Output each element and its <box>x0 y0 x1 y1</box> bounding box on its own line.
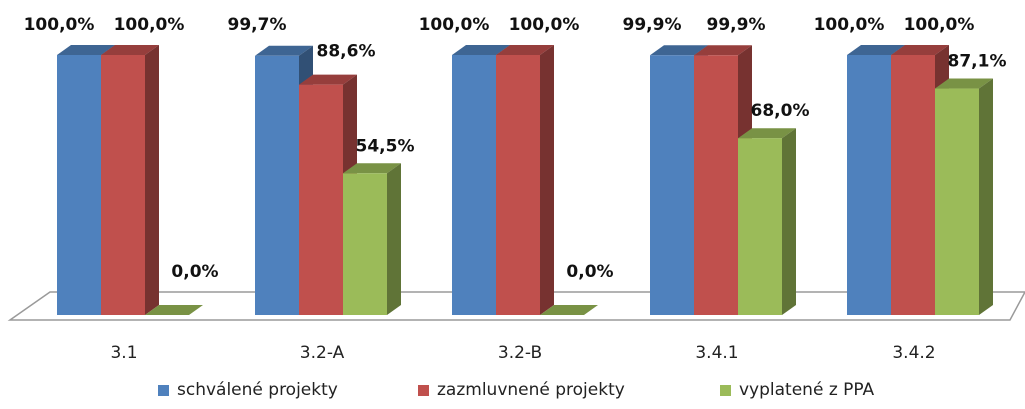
bar-front-face <box>847 55 891 315</box>
bar-top-face <box>255 45 313 56</box>
bar-side-face <box>782 128 796 315</box>
bar-top-face <box>57 45 115 55</box>
bar-side-face <box>979 78 993 315</box>
data-label-3.2-B-1: 100,0% <box>419 15 490 35</box>
legend-label: vyplatené z PPA <box>739 380 875 400</box>
bar-3.4.1-3 <box>738 128 796 315</box>
bar-top-face <box>540 305 598 315</box>
data-label-3.2-B-2: 100,0% <box>509 15 580 35</box>
bar-front-face <box>496 55 540 315</box>
bar-front-face <box>738 138 782 315</box>
legend-swatch <box>720 384 731 396</box>
bar-side-face <box>387 163 401 315</box>
data-label-3.2-B-3: 0,0% <box>566 262 613 282</box>
data-label-3.2-A-2: 88,6% <box>317 42 376 62</box>
bar-top-face <box>650 45 708 56</box>
bar-side-face <box>145 45 159 315</box>
legend-item: schválené projekty <box>158 380 338 400</box>
bar-top-face <box>496 45 554 55</box>
bar-top-face <box>935 78 993 89</box>
data-label-3.4.1-1: 99,9% <box>623 15 682 35</box>
bar-top-face <box>891 45 949 55</box>
x-tick-label: 3.2-B <box>498 343 542 363</box>
bar-top-face <box>738 128 796 139</box>
legend-label: schválené projekty <box>177 380 338 400</box>
data-label-3.1-2: 100,0% <box>114 15 185 35</box>
bar-front-face <box>452 55 496 315</box>
bar-front-face <box>891 55 935 315</box>
bar-front-face <box>299 84 343 315</box>
data-label-3.2-A-1: 99,7% <box>228 15 287 35</box>
bar-top-face <box>299 74 357 85</box>
x-tick-label: 3.4.1 <box>695 343 738 363</box>
bar-3.2-A-3 <box>343 163 401 315</box>
bar-top-face <box>343 163 401 174</box>
x-tick-label: 3.1 <box>110 343 137 363</box>
bar-3.1-2 <box>101 45 159 315</box>
legend: schválené projekty zazmluvnené projekty vy… <box>0 380 1025 406</box>
data-label-3.4.2-2: 100,0% <box>904 15 975 35</box>
bar-front-face <box>343 173 387 315</box>
bar-3.2-B-3 <box>540 305 598 315</box>
data-label-3.1-1: 100,0% <box>24 15 95 35</box>
legend-swatch <box>418 384 429 396</box>
bar-front-face <box>694 55 738 315</box>
bar-front-face <box>935 88 979 315</box>
bar-front-face <box>57 55 101 315</box>
bar-top-face <box>101 45 159 55</box>
bar-top-face <box>145 305 203 315</box>
data-label-3.4.1-3: 68,0% <box>751 101 810 121</box>
legend-label: zazmluvnené projekty <box>437 380 625 400</box>
data-label-3.1-3: 0,0% <box>171 262 218 282</box>
category-axis-labels: 3.1 3.2-A 3.2-B 3.4.1 3.4.2 <box>110 343 935 363</box>
bar-front-face <box>255 55 299 315</box>
x-tick-label: 3.2-A <box>300 343 345 363</box>
bar-3.4.2-3 <box>935 78 993 315</box>
bar-front-face <box>650 55 694 315</box>
legend-swatch <box>158 384 169 396</box>
data-label-3.4.1-2: 99,9% <box>707 15 766 35</box>
bar-side-face <box>540 45 554 315</box>
value-labels-layer: 100,0% 100,0% 0,0% 99,7% 88,6% 54,5% 100,0% 100… <box>24 15 1007 282</box>
bar-3.2-B-2 <box>496 45 554 315</box>
legend-item: zazmluvnené projekty <box>418 380 625 400</box>
data-label-3.4.2-3: 87,1% <box>948 52 1007 72</box>
bar-3.1-3 <box>145 305 203 315</box>
data-label-3.4.2-1: 100,0% <box>814 15 885 35</box>
bar-top-face <box>694 45 752 56</box>
legend-item: vyplatené z PPA <box>720 380 874 400</box>
bar-front-face <box>101 55 145 315</box>
bar-top-face <box>452 45 510 55</box>
bars-layer <box>57 45 993 315</box>
x-tick-label: 3.4.2 <box>892 343 935 363</box>
bar-top-face <box>847 45 905 55</box>
data-label-3.2-A-3: 54,5% <box>356 136 415 156</box>
